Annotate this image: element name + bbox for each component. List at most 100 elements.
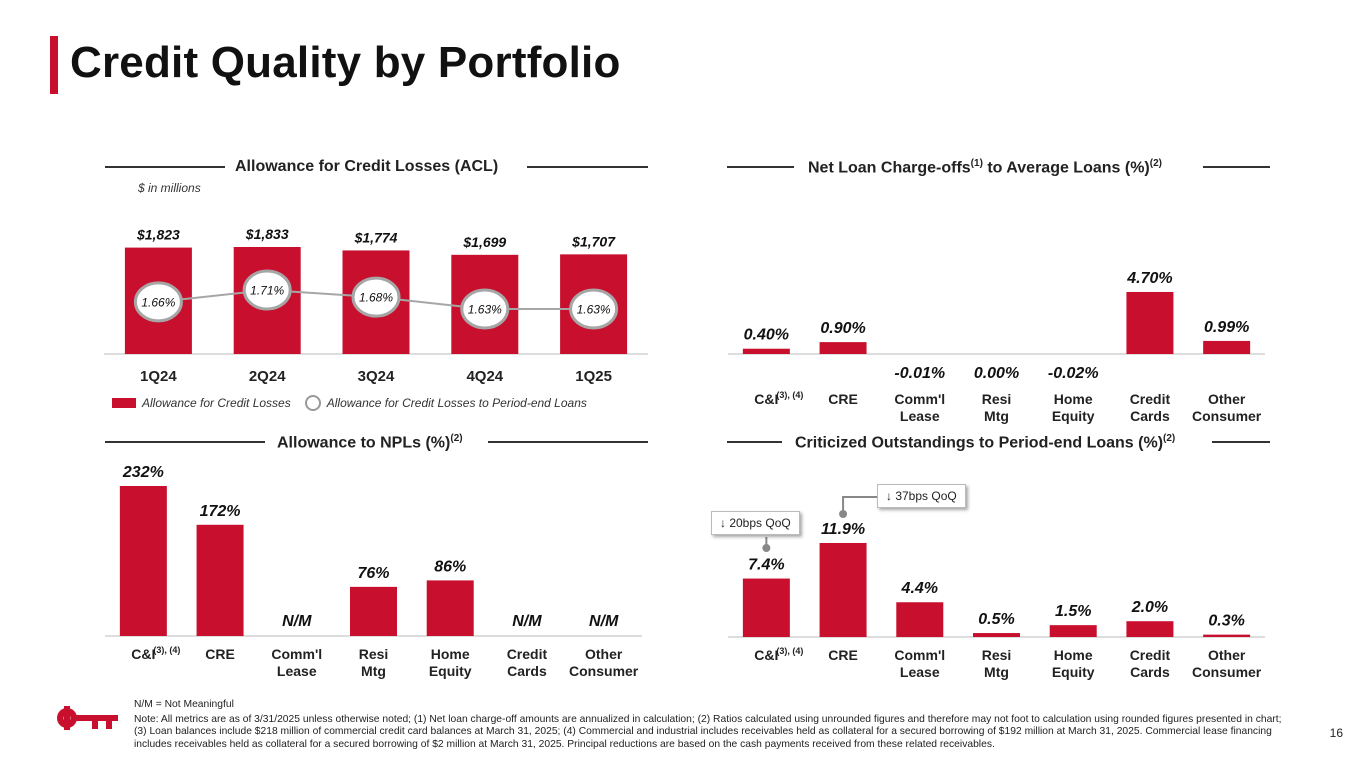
npl-bar-c-i — [119, 486, 167, 636]
crit-category-label-c-i: C&I — [754, 647, 778, 663]
nco-chart-title: Net Loan Charge-offs(1) to Average Loans… — [808, 158, 1162, 177]
acl-bar-value-1q24: $1,823 — [136, 227, 180, 243]
npl-bar-value-home-equity: 86% — [434, 558, 466, 575]
npl-category-label-cre: CRE — [205, 646, 235, 662]
acl-unit-note: $ in millions — [138, 181, 201, 195]
npl-category-label-other-consumer: Consumer — [569, 663, 639, 679]
npl-category-label-credit-cards: Cards — [507, 663, 547, 679]
acl-ratio-label-2q24: 1.71% — [250, 284, 284, 298]
page-number: 16 — [1329, 726, 1343, 740]
npl-bar-home-equity — [426, 580, 474, 636]
acl-category-label-2q24: 2Q24 — [249, 368, 286, 385]
crit-bar-value-other-consumer: 0.3% — [1208, 613, 1244, 630]
npl-category-label-comm-l-lease: Lease — [277, 663, 317, 679]
crit-category-label-other-consumer: Other — [1208, 647, 1246, 663]
npl-bar-value-credit-cards: N/M — [512, 613, 542, 630]
crit-bar-value-home-equity: 1.5% — [1055, 603, 1091, 620]
crit-category-label-resi-mtg: Mtg — [984, 664, 1009, 680]
footnote-note: Note: All metrics are as of 3/31/2025 un… — [134, 713, 1282, 750]
acl-bar-value-3q24: $1,774 — [354, 229, 398, 245]
npl-chart-title: Allowance to NPLs (%)(2) — [277, 433, 463, 452]
crit-bar-cre — [819, 543, 867, 637]
crit-category-label-home-equity: Equity — [1052, 664, 1095, 680]
npl-bar-resi-mtg — [350, 586, 397, 636]
nco-bar-value-cre: 0.90% — [820, 320, 865, 337]
acl-ratio-marker-1q25 — [569, 288, 619, 330]
acl-title-rule-left — [105, 166, 225, 168]
npl-category-label-home-equity: Equity — [429, 663, 472, 679]
npl-title-rule-right — [488, 441, 648, 443]
crit-category-label-cre: CRE — [828, 647, 858, 663]
acl-category-label-1q25: 1Q25 — [575, 368, 612, 385]
crit-bar-value-credit-cards: 2.0% — [1131, 599, 1168, 616]
callout-cre-dot — [839, 510, 848, 518]
footnote-nm: N/M = Not Meaningful — [134, 699, 234, 710]
acl-bar-value-4q24: $1,699 — [462, 234, 506, 250]
acl-category-label-1q24: 1Q24 — [140, 368, 177, 385]
npl-bar-cre — [196, 524, 244, 636]
npl-bar-value-cre: 172% — [200, 503, 241, 520]
acl-ratio-marker-3q24 — [351, 276, 401, 318]
crit-category-sup: (3), (4) — [776, 646, 803, 656]
legend-bar-label: Allowance for Credit Losses — [142, 396, 291, 410]
nco-category-label-comm-l-lease: Comm'l — [894, 391, 945, 407]
legend-line-marker — [304, 395, 321, 411]
crit-category-label-comm-l-lease: Lease — [900, 664, 940, 680]
acl-ratio-marker-4q24 — [460, 288, 510, 330]
nco-category-label-home-equity: Equity — [1052, 408, 1095, 424]
crit-bar-c-i — [742, 578, 790, 637]
nco-category-label-credit-cards: Cards — [1130, 408, 1170, 424]
callout-cre-qoq: ↓ 37bps QoQ — [877, 484, 966, 508]
callout-ci-qoq: ↓ 20bps QoQ — [711, 511, 800, 535]
legend-line-label: Allowance for Credit Losses to Period-en… — [326, 396, 587, 410]
acl-category-label-3q24: 3Q24 — [358, 368, 395, 385]
nco-bar-other-consumer — [1203, 340, 1251, 354]
crit-bar-value-cre: 11.9% — [821, 521, 865, 538]
nco-category-sup: (3), (4) — [776, 390, 803, 400]
crit-category-label-resi-mtg: Resi — [982, 647, 1012, 663]
nco-bar-value-other-consumer: 0.99% — [1204, 319, 1249, 336]
crit-bar-value-comm-l-lease: 4.4% — [901, 580, 938, 597]
crit-category-label-home-equity: Home — [1054, 647, 1093, 663]
nco-bar-credit-cards — [1126, 291, 1174, 354]
acl-title-rule-right — [527, 166, 648, 168]
acl-bar-value-1q25: $1,707 — [571, 233, 616, 249]
nco-bar-c-i — [742, 348, 790, 354]
page-title: Credit Quality by Portfolio — [70, 38, 621, 87]
crit-bar-value-resi-mtg: 0.5% — [978, 611, 1014, 628]
nco-category-label-c-i: C&I — [754, 391, 778, 407]
callout-cre-connector — [842, 496, 877, 514]
nco-bar-value-resi-mtg: 0.00% — [974, 365, 1019, 382]
title-accent-bar — [50, 36, 58, 94]
callout-ci-dot — [762, 544, 771, 552]
crit-bar-credit-cards — [1126, 621, 1174, 637]
nco-category-label-credit-cards: Credit — [1130, 391, 1171, 407]
crit-category-label-other-consumer: Consumer — [1192, 664, 1262, 680]
crit-title-rule-right — [1212, 441, 1270, 443]
npl-category-label-c-i: C&I — [131, 646, 155, 662]
key-logo-icon — [57, 706, 118, 730]
crit-bar-other-consumer — [1203, 634, 1251, 637]
nco-bar-value-home-equity: -0.02% — [1048, 365, 1099, 382]
acl-legend: Allowance for Credit Losses Allowance fo… — [112, 395, 587, 411]
crit-bar-comm-l-lease — [896, 602, 944, 637]
legend-bar-swatch — [112, 398, 136, 408]
acl-ratio-label-1q24: 1.66% — [141, 295, 175, 309]
acl-ratio-label-3q24: 1.68% — [359, 291, 393, 305]
npl-bar-value-comm-l-lease: N/M — [282, 613, 312, 630]
acl-ratio-marker-1q24 — [133, 281, 183, 323]
crit-category-label-credit-cards: Cards — [1130, 664, 1170, 680]
crit-bar-home-equity — [1049, 625, 1097, 637]
charts-canvas: $1,823 1Q24 $1,833 2Q24 $1,774 3Q24 $1,699 4Q24… — [104, 226, 1265, 680]
nco-bar-value-c-i: 0.40% — [744, 327, 789, 344]
crit-category-label-credit-cards: Credit — [1130, 647, 1171, 663]
nco-category-label-comm-l-lease: Lease — [900, 408, 940, 424]
nco-category-label-resi-mtg: Mtg — [984, 408, 1009, 424]
nco-category-label-cre: CRE — [828, 391, 858, 407]
nco-title-rule-right — [1203, 166, 1270, 168]
acl-ratio-label-4q24: 1.63% — [468, 303, 502, 317]
nco-bar-value-credit-cards: 4.70% — [1126, 270, 1172, 287]
npl-bar-value-resi-mtg: 76% — [357, 565, 389, 582]
acl-ratio-marker-2q24 — [242, 269, 292, 311]
crit-chart-title: Criticized Outstandings to Period-end Lo… — [795, 433, 1176, 452]
